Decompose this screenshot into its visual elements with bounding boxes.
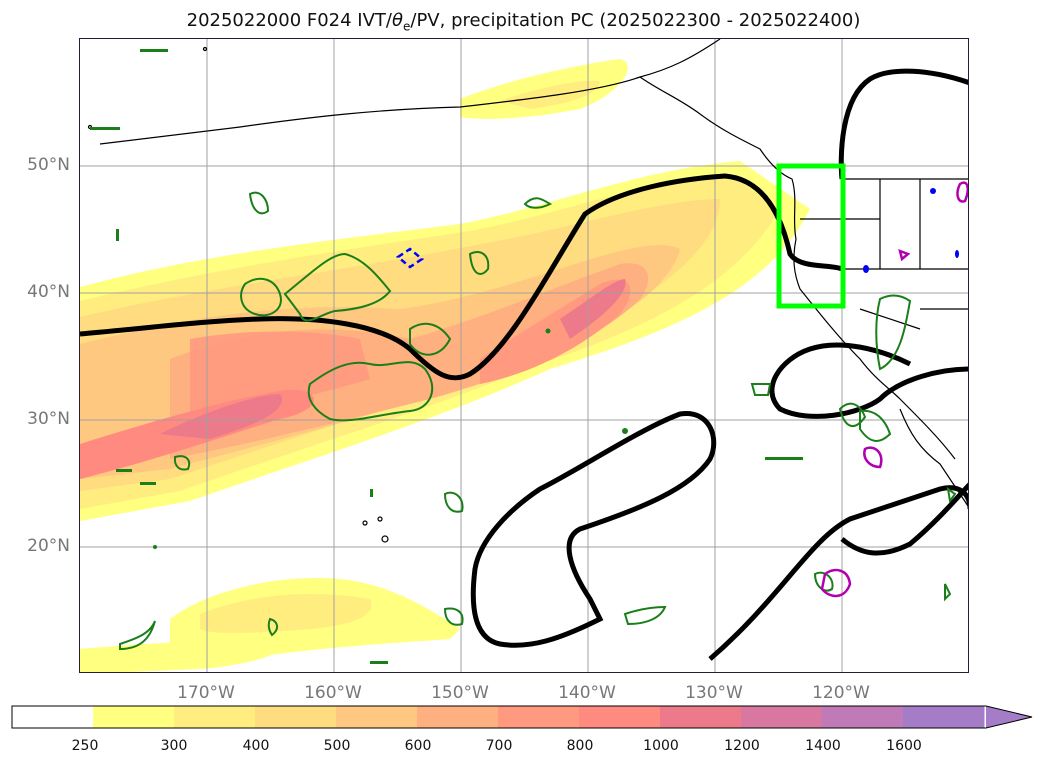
colorbar-bin bbox=[93, 706, 175, 728]
colorbar-tick-label: 800 bbox=[566, 738, 594, 754]
colorbar-tick-label: 1000 bbox=[643, 738, 679, 754]
colorbar-extend-arrow bbox=[986, 706, 1032, 728]
precip-dots bbox=[90, 49, 803, 664]
theta-e-blobs bbox=[863, 188, 959, 273]
colorbar-outline bbox=[11, 705, 1033, 729]
lon-label-140w: 140°W bbox=[558, 683, 616, 703]
colorbar-bin bbox=[579, 706, 661, 728]
pv-contours bbox=[80, 68, 968, 661]
colorbar bbox=[11, 705, 1033, 729]
colorbar-tick-label: 600 bbox=[404, 738, 432, 754]
colorbar-bin bbox=[903, 706, 985, 728]
lat-label-30: 30°N bbox=[27, 409, 70, 429]
colorbar-bin bbox=[255, 706, 337, 728]
lon-label-170w: 170°W bbox=[177, 683, 235, 703]
colorbar-tick-label: 1400 bbox=[805, 738, 841, 754]
colorbar-bin bbox=[174, 706, 256, 728]
colorbar-tick-label: 300 bbox=[160, 738, 188, 754]
lat-label-40: 40°N bbox=[27, 282, 70, 302]
colorbar-bins bbox=[93, 706, 985, 728]
colorbar-tick-label: 500 bbox=[323, 738, 351, 754]
lon-label-160w: 160°W bbox=[304, 683, 362, 703]
lon-label-120w: 120°W bbox=[812, 683, 870, 703]
theta-e-contours bbox=[395, 181, 968, 598]
colorbar-bin bbox=[498, 706, 580, 728]
lon-label-130w: 130°W bbox=[685, 683, 743, 703]
highlight-box bbox=[776, 163, 846, 309]
colorbar-tick-label: 1600 bbox=[886, 738, 922, 754]
colorbar-bin bbox=[741, 706, 823, 728]
colorbar-bin bbox=[822, 706, 904, 728]
colorbar-under-bin bbox=[12, 706, 93, 728]
colorbar-tick-label: 1200 bbox=[724, 738, 760, 754]
lon-label-150w: 150°W bbox=[431, 683, 489, 703]
map-panel bbox=[79, 38, 969, 673]
colorbar-bin bbox=[660, 706, 742, 728]
colorbar-bin bbox=[417, 706, 499, 728]
precip-contours bbox=[119, 191, 957, 651]
colorbar-tick-label: 700 bbox=[485, 738, 513, 754]
colorbar-tick-label: 400 bbox=[242, 738, 270, 754]
lat-label-50: 50°N bbox=[27, 155, 70, 175]
colorbar-bin bbox=[336, 706, 418, 728]
graticule bbox=[80, 39, 968, 672]
map-title: 2025022000 F024 IVT/θe/PV, precipitation… bbox=[186, 10, 861, 34]
ivt-shading bbox=[80, 59, 810, 672]
colorbar-tick-label: 250 bbox=[71, 738, 99, 754]
lat-label-20: 20°N bbox=[27, 536, 70, 556]
map-canvas bbox=[80, 39, 968, 672]
